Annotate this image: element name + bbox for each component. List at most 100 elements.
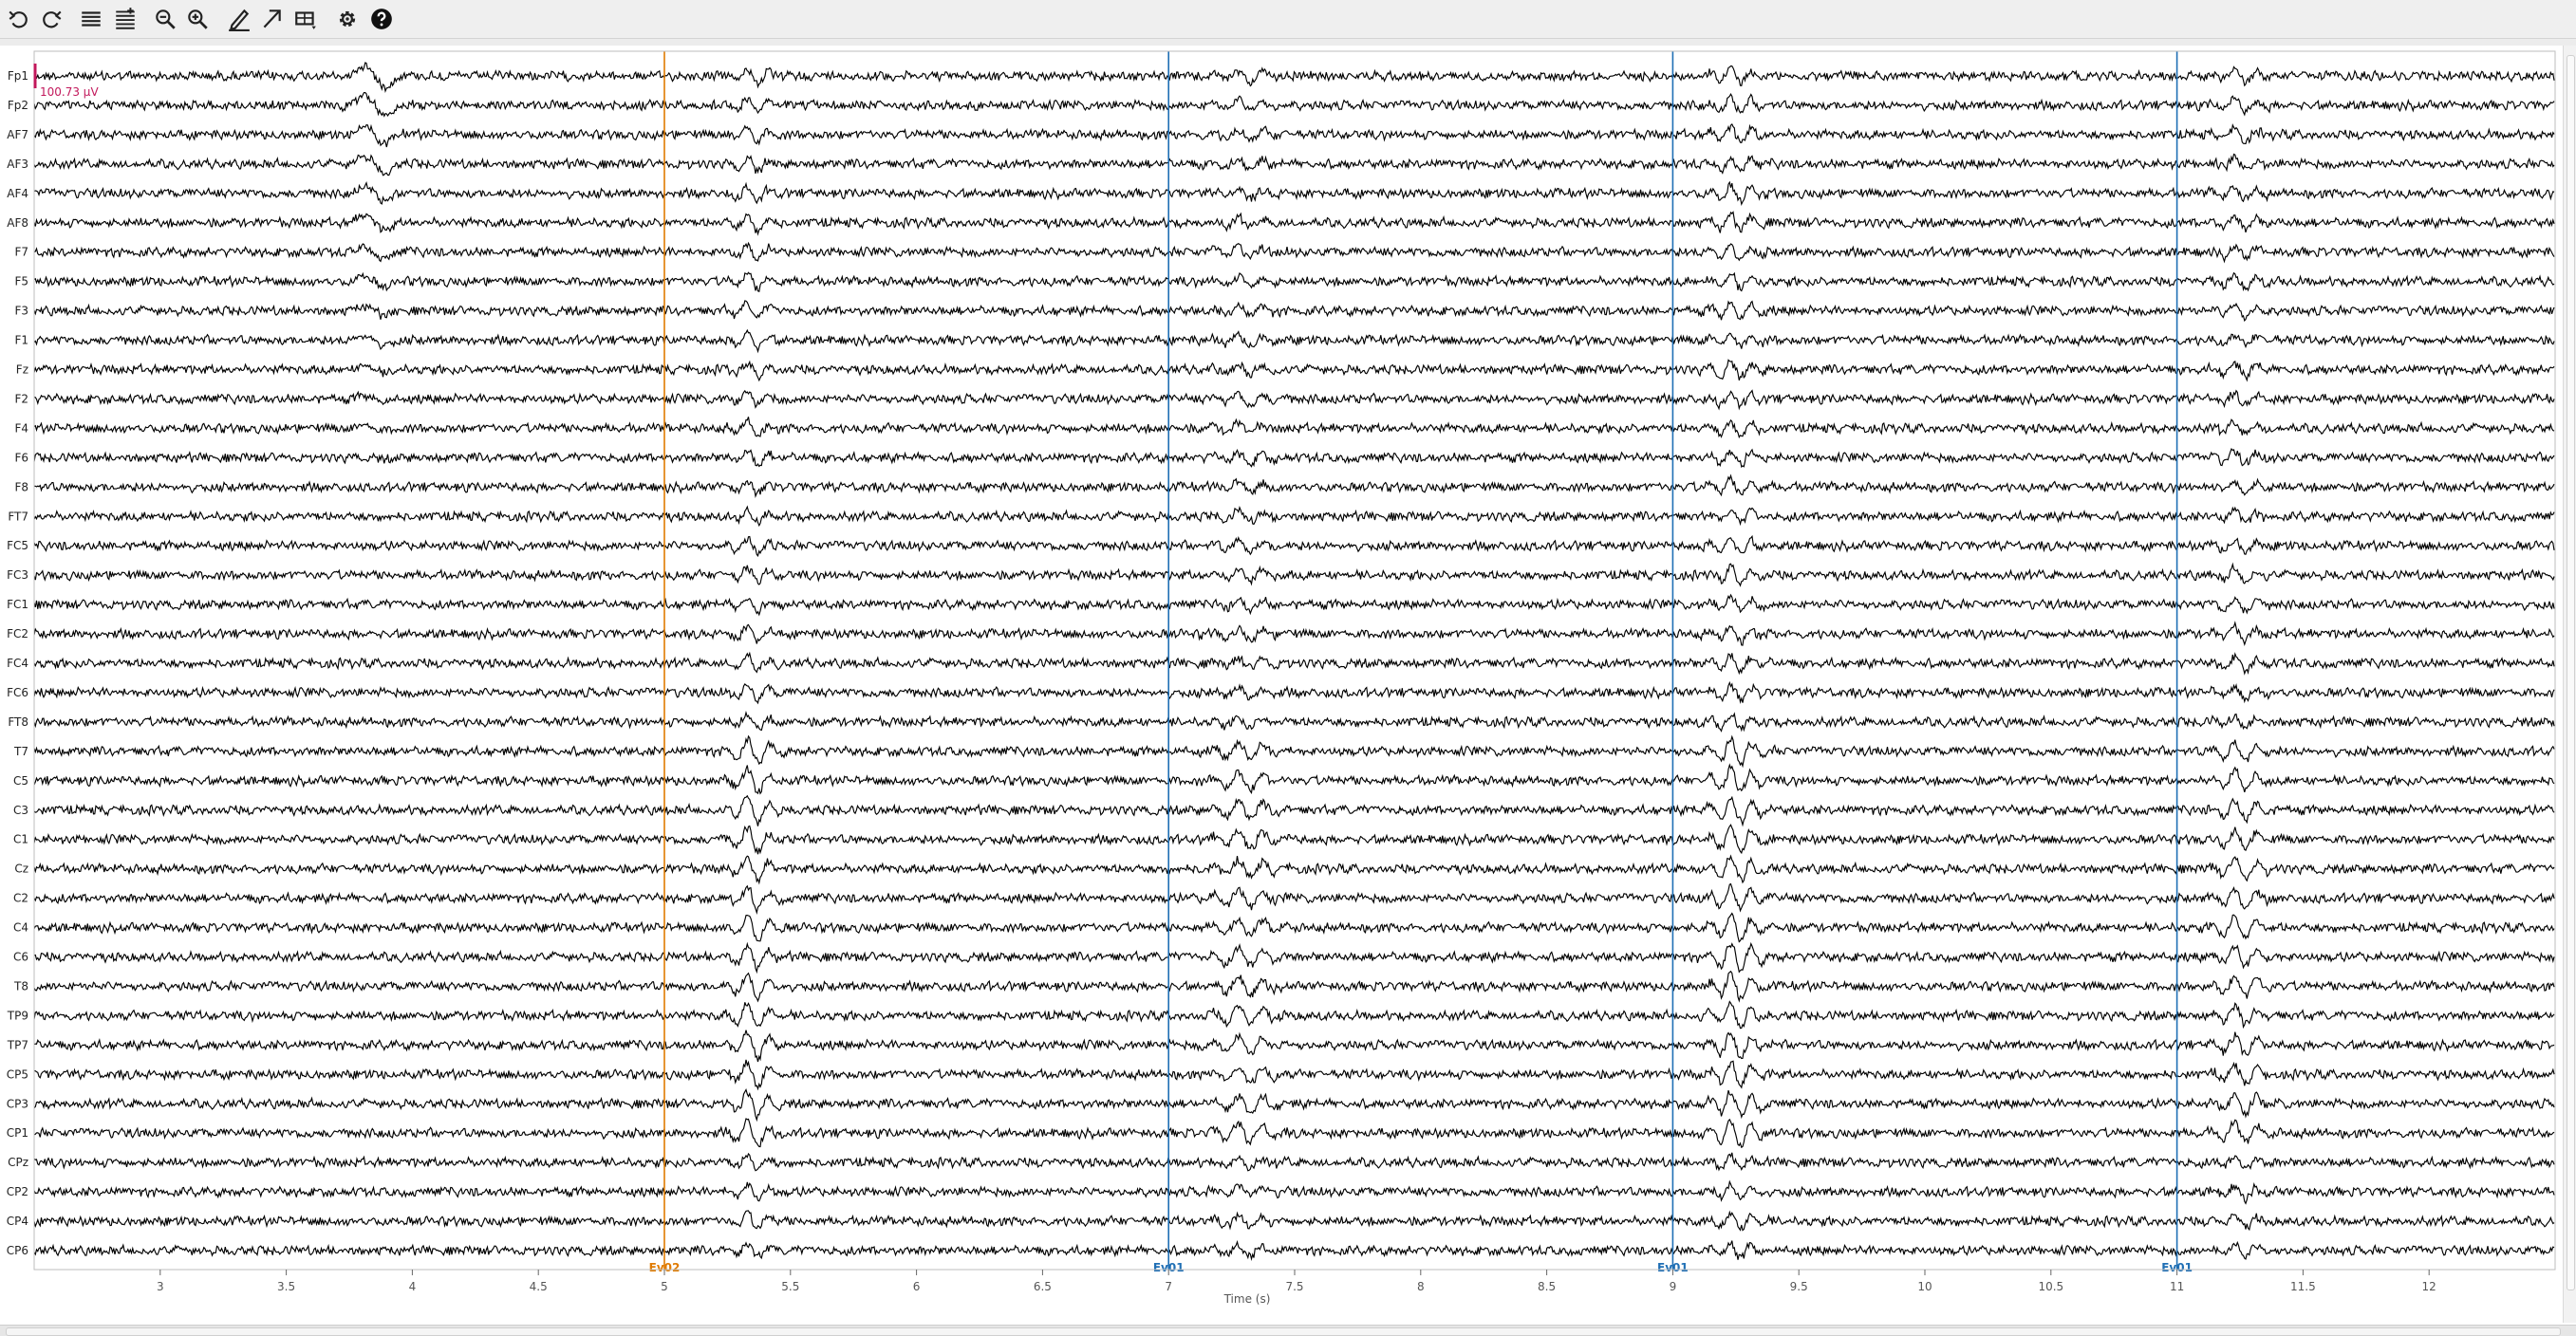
channel-label-CPz[interactable]: CPz [8, 1156, 28, 1169]
channel-label-Cz[interactable]: Cz [14, 863, 28, 876]
settings-button[interactable] [332, 4, 363, 34]
channel-label-FC4[interactable]: FC4 [7, 657, 28, 670]
channel-label-T8[interactable]: T8 [13, 979, 28, 993]
channel-label-FT7[interactable]: FT7 [8, 510, 28, 523]
channel-label-TP9[interactable]: TP9 [7, 1009, 28, 1022]
channel-label-FC6[interactable]: FC6 [7, 686, 28, 699]
channel-label-AF3[interactable]: AF3 [7, 158, 28, 171]
horizontal-scrollbar[interactable] [0, 1325, 2576, 1336]
channel-label-FC1[interactable]: FC1 [7, 598, 28, 611]
channel-label-FC2[interactable]: FC2 [7, 627, 28, 640]
channel-label-CP4[interactable]: CP4 [7, 1215, 28, 1228]
x-tick-label-15: 10.5 [2038, 1280, 2063, 1293]
trace-TP7 [33, 1030, 2555, 1063]
x-tick-label-3: 4.5 [530, 1280, 548, 1293]
event-label-2[interactable]: Ev01 [1657, 1261, 1689, 1274]
x-tick-label-1: 3.5 [277, 1280, 295, 1293]
trace-FC6 [33, 680, 2555, 705]
channel-label-Fz[interactable]: Fz [16, 363, 28, 377]
channel-label-C6[interactable]: C6 [13, 951, 28, 964]
channel-label-C1[interactable]: C1 [13, 833, 28, 846]
eeg-plot-area[interactable]: Ev02 Ev01 Ev01 Ev01 Fp1 Fp2 AF7 AF3 AF4 AF8 F7 F5 F… [0, 46, 2576, 1327]
trace-CP5 [33, 1059, 2555, 1091]
trace-F3 [33, 300, 2555, 323]
event-label-3[interactable]: Ev01 [2161, 1261, 2193, 1274]
trace-CP2 [33, 1179, 2555, 1205]
channel-label-F4[interactable]: F4 [14, 421, 28, 435]
channel-label-FC5[interactable]: FC5 [7, 539, 28, 552]
eeg-plot-svg[interactable]: Ev02 Ev01 Ev01 Ev01 Fp1 Fp2 AF7 AF3 AF4 AF8 F7 F5 F… [0, 46, 2576, 1327]
zoom-in-button[interactable] [182, 4, 213, 34]
channel-label-F3[interactable]: F3 [14, 305, 28, 318]
channel-label-Fp1[interactable]: Fp1 [8, 69, 28, 83]
trace-T8 [33, 970, 2555, 1003]
channel-label-FT8[interactable]: FT8 [8, 715, 28, 729]
horizontal-scroll-thumb[interactable] [6, 1327, 2561, 1336]
x-tick-label-5: 5.5 [781, 1280, 799, 1293]
x-tick-label-4: 5 [661, 1280, 668, 1293]
trace-FC5 [33, 534, 2555, 558]
undo-button[interactable] [4, 4, 34, 34]
trace-C1 [33, 824, 2555, 855]
toolbar [0, 0, 2576, 39]
channel-label-T7[interactable]: T7 [13, 745, 28, 758]
channel-label-Fp2[interactable]: Fp2 [8, 99, 28, 112]
trace-Cz [33, 854, 2555, 885]
trace-FT8 [33, 710, 2555, 733]
channel-label-CP2[interactable]: CP2 [7, 1185, 28, 1198]
channel-label-CP6[interactable]: CP6 [7, 1244, 28, 1257]
trace-C6 [33, 941, 2555, 974]
channel-label-AF4[interactable]: AF4 [7, 187, 28, 200]
channel-label-TP7[interactable]: TP7 [7, 1038, 28, 1051]
channel-label-AF8[interactable]: AF8 [7, 216, 28, 230]
vertical-scrollbar[interactable] [2563, 46, 2576, 1323]
trace-Fp1 [33, 62, 2555, 93]
channel-label-F8[interactable]: F8 [14, 480, 28, 493]
channel-label-F6[interactable]: F6 [14, 451, 28, 464]
channel-label-C4[interactable]: C4 [13, 921, 28, 935]
trace-F5 [33, 271, 2555, 292]
channel-label-F5[interactable]: F5 [14, 275, 28, 288]
channel-label-F1[interactable]: F1 [14, 334, 28, 347]
x-tick-label-14: 10 [1917, 1280, 1932, 1293]
arrow-button[interactable] [256, 4, 287, 34]
channel-label-F2[interactable]: F2 [14, 392, 28, 405]
trace-FC1 [33, 593, 2555, 617]
trace-CP3 [33, 1087, 2555, 1123]
trace-Fp2 [33, 92, 2555, 118]
trace-AF8 [33, 211, 2555, 236]
projector-button[interactable] [290, 4, 321, 34]
redo-button[interactable] [36, 4, 66, 34]
channel-label-C5[interactable]: C5 [13, 774, 28, 788]
trace-FC3 [33, 562, 2555, 587]
decrease-channels-button[interactable] [76, 4, 106, 34]
channel-label-C2[interactable]: C2 [13, 892, 28, 905]
channel-label-C3[interactable]: C3 [13, 804, 28, 817]
increase-channels-button[interactable] [110, 4, 140, 34]
arrow-icon [263, 9, 281, 28]
zoom-out-button[interactable] [150, 4, 180, 34]
help-icon [371, 9, 392, 29]
event-label-1[interactable]: Ev01 [1153, 1261, 1185, 1274]
lines-fewer-icon [82, 11, 101, 27]
channel-label-CP1[interactable]: CP1 [7, 1126, 28, 1140]
channel-label-CP3[interactable]: CP3 [7, 1097, 28, 1110]
trace-F1 [33, 328, 2555, 354]
trace-F8 [34, 473, 2555, 498]
channel-label-FC3[interactable]: FC3 [7, 568, 28, 582]
x-tick-label-2: 4 [409, 1280, 417, 1293]
channel-label-CP5[interactable]: CP5 [7, 1067, 28, 1081]
channel-label-F7[interactable]: F7 [14, 246, 28, 259]
vertical-scroll-thumb[interactable] [2567, 55, 2575, 1290]
channel-label-AF7[interactable]: AF7 [7, 128, 28, 141]
trace-Fz [33, 359, 2555, 382]
event-label-0[interactable]: Ev02 [649, 1261, 681, 1274]
help-button[interactable] [366, 4, 397, 34]
x-tick-label-13: 9.5 [1790, 1280, 1808, 1293]
zoom-in-icon [188, 9, 208, 29]
trace-F4 [33, 417, 2555, 439]
gear-icon [339, 10, 356, 28]
annotate-button[interactable] [224, 4, 254, 34]
trace-FC2 [33, 621, 2555, 646]
